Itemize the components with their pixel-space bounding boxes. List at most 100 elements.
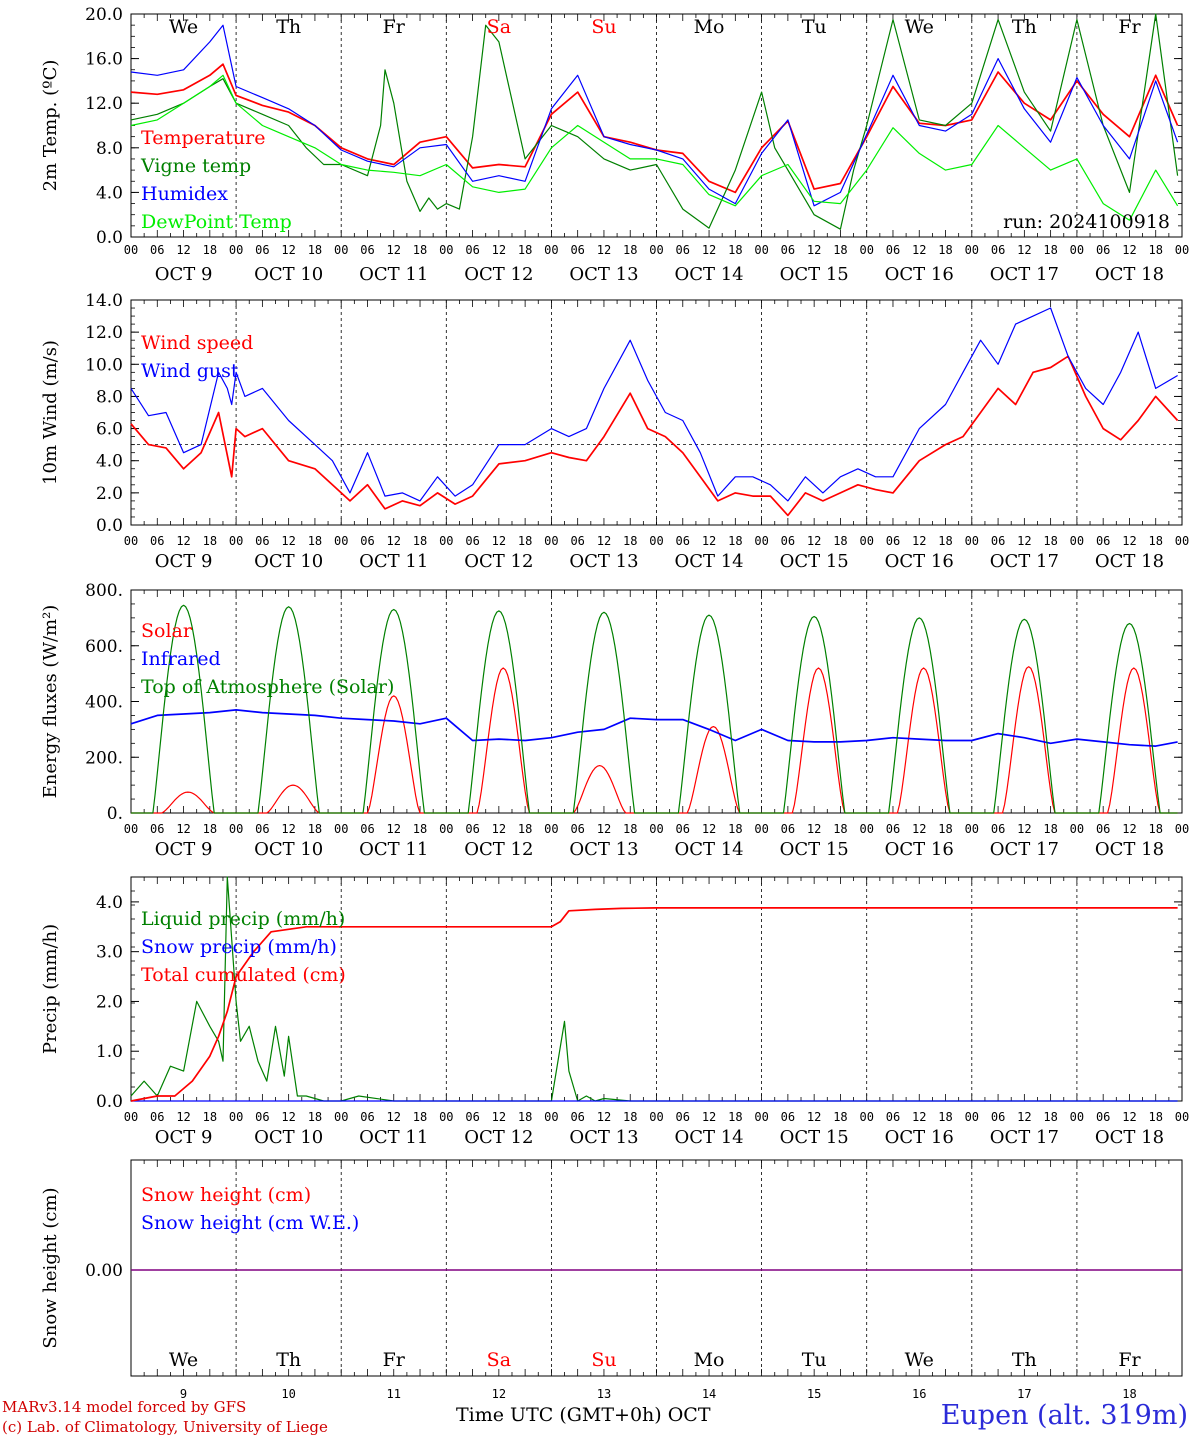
- panel-4-legend-entry: Snow precip (mm/h): [141, 936, 337, 958]
- panel-3-legend-entry: Top of Atmosphere (Solar): [141, 676, 394, 698]
- panel-5-day-name: Th: [1012, 1349, 1037, 1371]
- panel-4-date-label: OCT 16: [885, 1127, 954, 1148]
- panel-4-hour-label: 18: [518, 1110, 532, 1124]
- panel-4-hour-label: 18: [1043, 1110, 1057, 1124]
- panel-2-hour-label: 12: [807, 534, 821, 548]
- panel-2-hour-label: 00: [229, 534, 243, 548]
- panel-4-hour-label: 12: [807, 1110, 821, 1124]
- panel-4-hour-label: 12: [702, 1110, 716, 1124]
- panel-4-hour-label: 12: [492, 1110, 506, 1124]
- panel-1-hour-label: 00: [754, 243, 768, 257]
- panel-3-y-tick-label: 0.: [107, 804, 123, 824]
- panel-1-legend-entry: Humidex: [141, 183, 228, 205]
- panel-3-hour-label: 06: [991, 822, 1005, 836]
- panel-1-date-label: OCT 15: [780, 264, 849, 285]
- panel-2-y-tick-label: 10.0: [85, 355, 123, 375]
- panel-3-hour-label: 00: [544, 822, 558, 836]
- panel-1-hour-label: 06: [676, 243, 690, 257]
- panel-1-series-vigne-temp: [130, 13, 1179, 230]
- panel-4-date-label: OCT 10: [254, 1127, 323, 1148]
- panel-4-date-label: OCT 14: [674, 1127, 743, 1148]
- panel-5-day-name: Fr: [383, 1349, 406, 1371]
- panel-3-hour-label: 06: [570, 822, 584, 836]
- panel-3-y-tick-label: 800.: [85, 581, 123, 601]
- panel-4-hour-label: 00: [124, 1110, 138, 1124]
- panel-3-series-infrared: [130, 709, 1178, 747]
- model-credit: MARv3.14 model forced by GFS: [2, 1398, 247, 1416]
- panel-1-date-label: OCT 9: [155, 264, 213, 285]
- panel-4-hour-label: 06: [570, 1110, 584, 1124]
- panel-2-date-label: OCT 18: [1095, 551, 1164, 572]
- panel-5-day-name: Mo: [694, 1349, 725, 1371]
- panel-4-hour-label: 18: [203, 1110, 217, 1124]
- panel-3-hour-label: 00: [754, 822, 768, 836]
- panel-2-hour-label: 12: [281, 534, 295, 548]
- panel-3-hour-label: 06: [676, 822, 690, 836]
- panel-1-hour-label: 06: [360, 243, 374, 257]
- panel-3-date-label: OCT 12: [464, 839, 533, 860]
- panel-2-hour-label: 06: [676, 534, 690, 548]
- panel-3-hour-label: 18: [518, 822, 532, 836]
- panel-1-date-label: OCT 14: [674, 264, 743, 285]
- panel-1-hour-label: 18: [203, 243, 217, 257]
- panel-1-hour-label: 12: [912, 243, 926, 257]
- panel-1-hour-label: 18: [728, 243, 742, 257]
- panel-4-hour-label: 06: [150, 1110, 164, 1124]
- panel-3-date-label: OCT 9: [155, 839, 213, 860]
- panel-4-hour-label: 12: [597, 1110, 611, 1124]
- panel-3-hour-label: 18: [728, 822, 742, 836]
- panel-4-hour-label: 00: [544, 1110, 558, 1124]
- panel-4-series-total-cumulated-cm: [130, 907, 1178, 1102]
- panel-2-hour-label: 18: [938, 534, 952, 548]
- panel-2-frame: [130, 299, 1183, 526]
- panel-3-hour-label: 18: [1043, 822, 1057, 836]
- panel-1-date-label: OCT 11: [359, 264, 428, 285]
- panel-1-date-label: OCT 12: [464, 264, 533, 285]
- panel-3-hour-label: 06: [255, 822, 269, 836]
- panel-5-day-name: Sa: [487, 1349, 511, 1371]
- panel-1-hour-label: 00: [859, 243, 873, 257]
- panel-3-series-top-of-atmosphere-solar: [131, 604, 1178, 814]
- panel-3-date-label: OCT 11: [359, 839, 428, 860]
- panel-3-hour-label: 12: [281, 822, 295, 836]
- panel-3-hour-label: 12: [1017, 822, 1031, 836]
- panel-2-y-axis-label: 10m Wind (m/s): [40, 340, 61, 485]
- panel-1-hour-label: 00: [544, 243, 558, 257]
- panel-4-date-label: OCT 15: [780, 1127, 849, 1148]
- panel-5-day-number: 11: [387, 1387, 401, 1401]
- panel-2-hour-label: 06: [1096, 534, 1110, 548]
- panel-1-hour-label: 00: [965, 243, 979, 257]
- panel-1-legend-entry: DewPoint Temp: [141, 211, 292, 233]
- panel-3-hour-label: 18: [1148, 822, 1162, 836]
- panel-4-hour-label: 12: [1017, 1110, 1031, 1124]
- panel-3-hour-label: 12: [597, 822, 611, 836]
- panel-1-hour-label: 12: [702, 243, 716, 257]
- panel-2-y-tick-label: 4.0: [96, 452, 123, 472]
- panel-1-date-label: OCT 16: [885, 264, 954, 285]
- panel-4-hour-label: 00: [1070, 1110, 1084, 1124]
- panel-4-hour-label: 00: [649, 1110, 663, 1124]
- panel-4-legend-entry: Total cumulated (cm): [141, 964, 346, 986]
- panel-1-day-name: Su: [591, 16, 616, 38]
- panel-5-day-number: 9: [180, 1387, 187, 1401]
- panel-3-date-label: OCT 17: [990, 839, 1059, 860]
- panel-2-hour-label: 12: [912, 534, 926, 548]
- panel-5-day-name: We: [169, 1349, 198, 1371]
- panel-5-y-tick-label: 0.00: [85, 1261, 123, 1281]
- panel-2-hour-label: 18: [203, 534, 217, 548]
- panel-2-hour-label: 00: [649, 534, 663, 548]
- panel-2-hour-label: 12: [702, 534, 716, 548]
- panel-2-hour-label: 00: [754, 534, 768, 548]
- panel-1-day-name: We: [169, 16, 198, 38]
- panel-3-hour-label: 06: [360, 822, 374, 836]
- panel-4-hour-label: 12: [387, 1110, 401, 1124]
- panel-3-hour-label: 00: [1070, 822, 1084, 836]
- panel-3-y-tick-label: 200.: [85, 748, 123, 768]
- panel-4-hour-label: 06: [676, 1110, 690, 1124]
- panel-1-hour-label: 06: [255, 243, 269, 257]
- panel-1-y-tick-label: 8.0: [96, 139, 123, 159]
- panel-2-y-tick-label: 0.0: [96, 516, 123, 536]
- panel-2-hour-label: 18: [623, 534, 637, 548]
- panel-2-date-label: OCT 13: [569, 551, 638, 572]
- panel-4-hour-label: 12: [176, 1110, 190, 1124]
